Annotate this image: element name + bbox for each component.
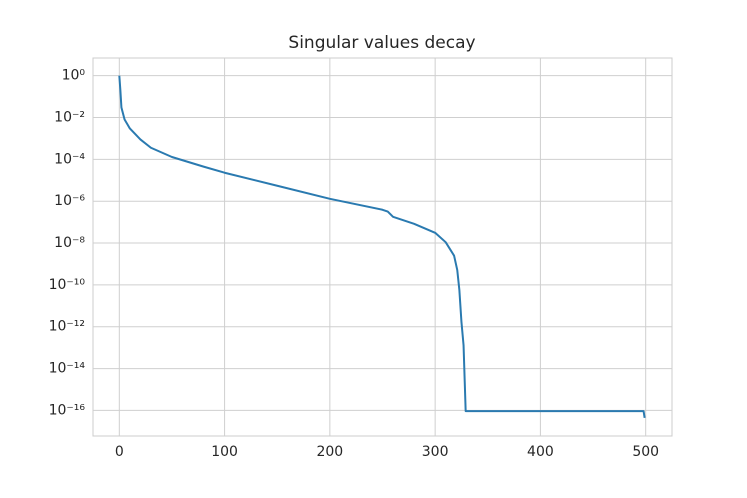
y-tick-label: 10⁻¹² [49,319,85,335]
y-tick-label: 10⁻¹⁰ [49,277,86,293]
data-line [118,75,646,419]
plot-area [92,57,673,437]
y-tick-label: 10⁻⁶ [54,193,85,209]
x-tick-label: 100 [211,444,238,460]
y-tick-label: 10⁻⁴ [54,151,85,167]
y-tick-label: 10⁻¹⁴ [49,361,86,377]
y-tick-label: 10⁻¹⁶ [49,402,86,418]
x-tick-label: 400 [527,444,554,460]
chart-title: Singular values decay [288,33,475,53]
y-tick-label: 10⁰ [62,68,86,84]
y-tick-label: 10⁻⁸ [54,235,85,251]
x-tick-label: 0 [115,444,124,460]
y-tick-label: 10⁻² [54,110,85,126]
x-tick-label: 500 [632,444,659,460]
x-tick-label: 300 [422,444,449,460]
x-tick-label: 200 [316,444,343,460]
